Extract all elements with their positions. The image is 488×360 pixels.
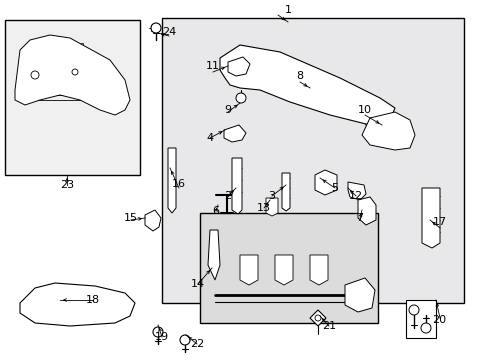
- Text: 3: 3: [268, 191, 275, 201]
- Text: 15: 15: [124, 213, 138, 223]
- Circle shape: [151, 23, 161, 33]
- Polygon shape: [274, 255, 292, 285]
- Polygon shape: [265, 198, 278, 216]
- Text: 14: 14: [190, 279, 204, 289]
- Circle shape: [314, 315, 320, 321]
- Bar: [200, 213, 377, 323]
- Text: 22: 22: [189, 339, 203, 349]
- Text: 9: 9: [224, 105, 231, 115]
- Polygon shape: [309, 310, 325, 326]
- Text: 21: 21: [321, 321, 335, 331]
- Circle shape: [420, 323, 430, 333]
- Text: 18: 18: [86, 295, 100, 305]
- Bar: [75, 288, 87, 293]
- Text: 1: 1: [284, 5, 291, 15]
- Polygon shape: [231, 158, 242, 214]
- Polygon shape: [207, 230, 220, 280]
- Polygon shape: [20, 283, 135, 326]
- Bar: [405, 300, 435, 338]
- Text: 24: 24: [162, 27, 176, 37]
- Text: 6: 6: [212, 206, 219, 216]
- Text: 11: 11: [205, 61, 220, 71]
- Polygon shape: [227, 57, 249, 76]
- Bar: [75, 43, 83, 47]
- Text: 17: 17: [432, 217, 446, 227]
- Polygon shape: [145, 210, 161, 231]
- Polygon shape: [309, 255, 327, 285]
- Polygon shape: [15, 35, 130, 115]
- Polygon shape: [421, 188, 439, 248]
- Circle shape: [31, 71, 39, 79]
- Circle shape: [153, 327, 163, 337]
- Text: 10: 10: [357, 105, 371, 115]
- Polygon shape: [220, 45, 394, 125]
- Polygon shape: [240, 255, 258, 285]
- Circle shape: [72, 69, 78, 75]
- Bar: [55, 42, 63, 46]
- Text: 4: 4: [206, 133, 213, 143]
- Polygon shape: [224, 125, 245, 142]
- Bar: [50, 288, 62, 293]
- Polygon shape: [282, 173, 289, 211]
- Polygon shape: [357, 197, 375, 225]
- Bar: [5, 20, 140, 175]
- Text: 7: 7: [356, 213, 363, 223]
- Bar: [162, 18, 463, 303]
- Polygon shape: [168, 148, 176, 213]
- Text: 8: 8: [296, 71, 303, 81]
- Text: 20: 20: [431, 315, 445, 325]
- Circle shape: [236, 93, 245, 103]
- Polygon shape: [345, 278, 374, 312]
- Text: 2: 2: [224, 191, 231, 201]
- Text: 23: 23: [60, 180, 74, 190]
- Polygon shape: [347, 182, 365, 200]
- Text: 19: 19: [155, 332, 169, 342]
- Polygon shape: [361, 112, 414, 150]
- Text: 5: 5: [331, 183, 338, 193]
- Text: 16: 16: [172, 179, 185, 189]
- Circle shape: [408, 305, 418, 315]
- Text: 12: 12: [348, 191, 362, 201]
- Polygon shape: [314, 170, 336, 195]
- Circle shape: [180, 335, 190, 345]
- Text: 13: 13: [257, 203, 270, 213]
